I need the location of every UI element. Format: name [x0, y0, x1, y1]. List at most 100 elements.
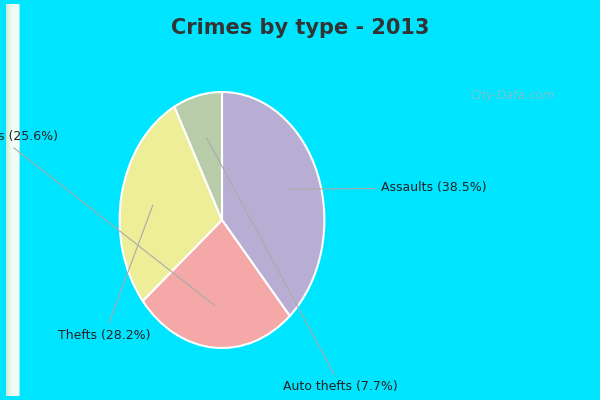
Bar: [10, 4, 16, 396]
Bar: [11, 4, 17, 396]
Bar: [11, 4, 17, 396]
Bar: [11, 4, 17, 396]
Bar: [11, 4, 17, 396]
Bar: [9, 4, 14, 396]
Bar: [6, 4, 12, 396]
Bar: [11, 4, 17, 396]
Bar: [8, 4, 14, 396]
Bar: [8, 4, 14, 396]
Bar: [10, 4, 16, 396]
Bar: [7, 4, 13, 396]
Bar: [7, 4, 13, 396]
Bar: [11, 4, 17, 396]
Bar: [8, 4, 14, 396]
Bar: [10, 4, 16, 396]
Bar: [8, 4, 14, 396]
Bar: [8, 4, 14, 396]
Bar: [10, 4, 16, 396]
Bar: [9, 4, 15, 396]
Bar: [9, 4, 15, 396]
Bar: [8, 4, 14, 396]
Bar: [7, 4, 13, 396]
Bar: [11, 4, 17, 396]
Bar: [12, 4, 18, 396]
Bar: [11, 4, 17, 396]
Bar: [10, 4, 16, 396]
Bar: [8, 4, 14, 396]
Bar: [7, 4, 13, 396]
Bar: [7, 4, 13, 396]
Bar: [7, 4, 13, 396]
Bar: [8, 4, 14, 396]
Bar: [11, 4, 17, 396]
Bar: [11, 4, 16, 396]
Wedge shape: [119, 107, 222, 301]
Bar: [7, 4, 12, 396]
Bar: [7, 4, 13, 396]
Bar: [10, 4, 16, 396]
Bar: [10, 4, 16, 396]
Bar: [9, 4, 14, 396]
Bar: [10, 4, 16, 396]
Text: Assaults (38.5%): Assaults (38.5%): [290, 182, 487, 194]
Bar: [12, 4, 17, 396]
Bar: [8, 4, 13, 396]
Bar: [7, 4, 13, 396]
Bar: [8, 4, 14, 396]
Bar: [6, 4, 12, 396]
Bar: [11, 4, 17, 396]
Bar: [10, 4, 16, 396]
Text: Thefts (28.2%): Thefts (28.2%): [58, 205, 153, 342]
Bar: [11, 4, 17, 396]
Bar: [6, 4, 12, 396]
Bar: [7, 4, 13, 396]
Wedge shape: [222, 92, 325, 316]
Bar: [11, 4, 17, 396]
Bar: [7, 4, 13, 396]
Bar: [10, 4, 16, 396]
Bar: [7, 4, 13, 396]
Bar: [8, 4, 14, 396]
Text: Auto thefts (7.7%): Auto thefts (7.7%): [206, 138, 398, 393]
Bar: [9, 4, 15, 396]
Bar: [10, 4, 16, 396]
Bar: [10, 4, 16, 396]
Bar: [9, 4, 15, 396]
Bar: [10, 4, 16, 396]
Bar: [11, 4, 17, 396]
Bar: [8, 4, 14, 396]
Text: Burglaries (25.6%): Burglaries (25.6%): [0, 130, 214, 305]
Bar: [8, 4, 14, 396]
Bar: [7, 4, 13, 396]
Bar: [8, 4, 13, 396]
Bar: [7, 4, 13, 396]
Text: City-Data.com: City-Data.com: [470, 90, 554, 102]
Bar: [7, 4, 13, 396]
Bar: [6, 4, 12, 396]
Bar: [11, 4, 17, 396]
Bar: [11, 4, 16, 396]
Bar: [10, 4, 15, 396]
Bar: [9, 4, 15, 396]
Bar: [6, 4, 12, 396]
Bar: [10, 4, 16, 396]
Bar: [8, 4, 14, 396]
Bar: [11, 4, 17, 396]
Bar: [9, 4, 15, 396]
Bar: [10, 4, 15, 396]
Bar: [10, 4, 16, 396]
Bar: [9, 4, 15, 396]
Bar: [10, 4, 16, 396]
Bar: [8, 4, 14, 396]
Bar: [11, 4, 17, 396]
Wedge shape: [175, 92, 222, 220]
Bar: [8, 4, 14, 396]
Bar: [6, 4, 12, 396]
Bar: [9, 4, 15, 396]
Bar: [12, 4, 17, 396]
Bar: [9, 4, 15, 396]
Bar: [7, 4, 13, 396]
Bar: [7, 4, 13, 396]
Bar: [7, 4, 12, 396]
Bar: [7, 4, 13, 396]
